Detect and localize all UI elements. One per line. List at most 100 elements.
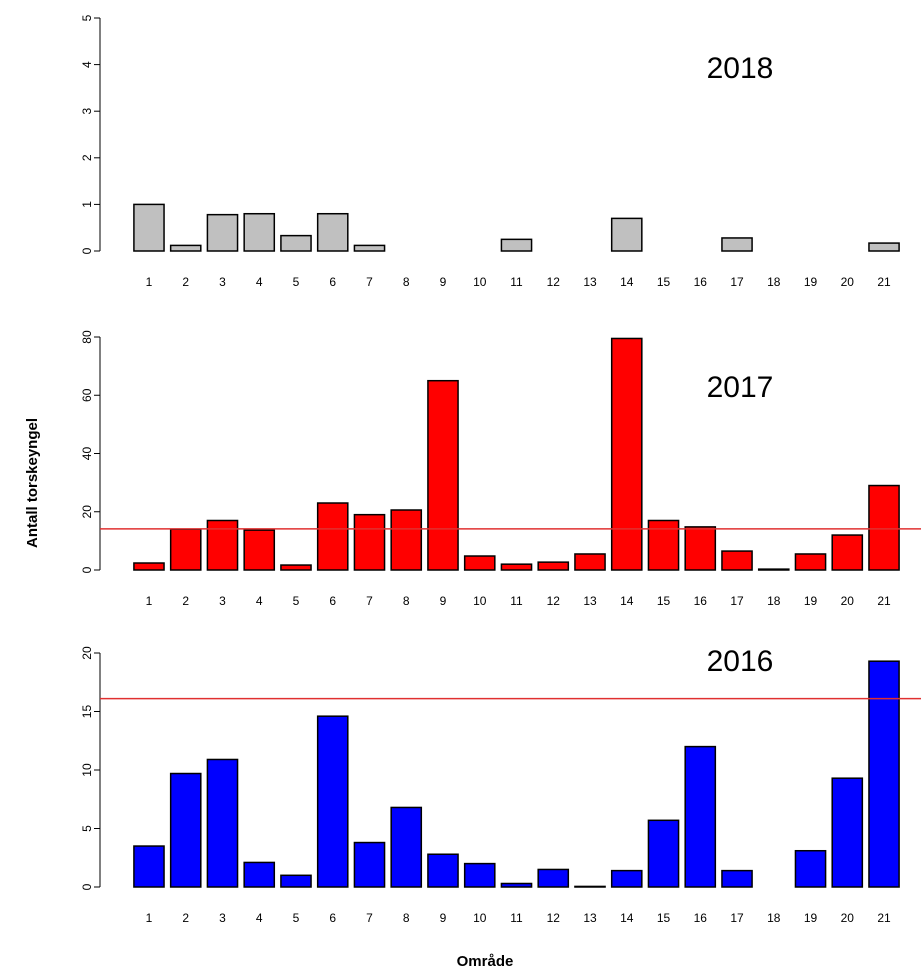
x-tick-label: 7 (366, 275, 373, 289)
y-tick-label: 4 (80, 61, 94, 68)
y-tick-label: 60 (80, 388, 94, 402)
y-tick-label: 80 (80, 330, 94, 344)
bar (280, 874, 312, 888)
x-tick-label: 12 (547, 275, 561, 289)
x-tick-label: 6 (329, 275, 336, 289)
bar (316, 212, 349, 252)
y-tick-label: 5 (80, 825, 94, 832)
x-tick-label: 19 (804, 594, 818, 608)
x-tick-label: 15 (657, 275, 671, 289)
x-tick-label: 3 (219, 275, 226, 289)
bar (390, 509, 423, 571)
bar (721, 237, 753, 252)
x-tick-label: 10 (473, 275, 487, 289)
bar (537, 868, 570, 888)
x-tick-label: 1 (146, 275, 153, 289)
bar (427, 379, 459, 571)
bar (427, 853, 459, 888)
bar (133, 845, 165, 888)
x-tick-label: 13 (583, 275, 597, 289)
bar (169, 528, 202, 571)
x-tick-label: 21 (877, 594, 891, 608)
bar (243, 861, 276, 888)
x-tick-label: 7 (366, 911, 373, 925)
bar (831, 534, 864, 571)
y-axis-label: Antall torskeyngel (24, 418, 41, 548)
x-tick-label: 10 (473, 911, 487, 925)
bar (794, 849, 827, 888)
bar (206, 519, 239, 571)
x-tick-label: 21 (877, 275, 891, 289)
x-tick-label: 10 (473, 594, 487, 608)
x-tick-label: 9 (440, 594, 447, 608)
bar (500, 563, 533, 571)
x-tick-label: 7 (366, 594, 373, 608)
bar (133, 562, 165, 571)
bar (500, 882, 533, 888)
x-tick-label: 8 (403, 275, 410, 289)
x-tick-label: 20 (841, 594, 855, 608)
bar (757, 568, 790, 571)
x-tick-label: 14 (620, 594, 634, 608)
bar (721, 869, 753, 888)
bar (647, 819, 680, 888)
x-tick-label: 2 (182, 594, 189, 608)
bar (353, 513, 386, 571)
x-tick-label: 19 (804, 275, 818, 289)
x-tick-label: 1 (146, 911, 153, 925)
x-tick-label: 4 (256, 275, 263, 289)
bar (206, 213, 239, 252)
panel-title: 2017 (707, 371, 774, 404)
y-tick-label: 0 (80, 566, 94, 573)
y-tick-label: 2 (80, 154, 94, 161)
bar (868, 242, 900, 252)
x-tick-label: 5 (293, 594, 300, 608)
x-tick-label: 13 (583, 911, 597, 925)
x-tick-label: 14 (620, 275, 634, 289)
bar (463, 862, 496, 888)
x-tick-label: 11 (510, 275, 523, 289)
bar (169, 772, 202, 888)
y-tick-label: 1 (80, 201, 94, 208)
bar (684, 745, 717, 888)
bar (133, 203, 165, 252)
bar (206, 758, 239, 888)
x-tick-label: 11 (510, 594, 523, 608)
x-tick-label: 5 (293, 275, 300, 289)
bar (684, 526, 717, 571)
x-tick-label: 4 (256, 911, 263, 925)
x-tick-label: 8 (403, 911, 410, 925)
x-tick-label: 13 (583, 594, 597, 608)
x-tick-label: 2 (182, 911, 189, 925)
x-tick-label: 17 (730, 911, 744, 925)
bar (574, 553, 606, 571)
bar (610, 869, 643, 888)
x-tick-label: 9 (440, 911, 447, 925)
bar (647, 519, 680, 571)
bar (868, 660, 900, 888)
bar (794, 553, 827, 571)
x-tick-label: 17 (730, 275, 744, 289)
bar (868, 484, 900, 571)
x-tick-label: 11 (510, 911, 523, 925)
bar (500, 238, 533, 252)
bar (169, 244, 202, 252)
bar (463, 555, 496, 571)
x-tick-label: 16 (694, 275, 708, 289)
y-tick-label: 20 (80, 505, 94, 519)
x-tick-label: 20 (841, 275, 855, 289)
x-tick-label: 1 (146, 594, 153, 608)
x-tick-label: 12 (547, 911, 561, 925)
bar (721, 550, 753, 571)
x-tick-label: 16 (694, 911, 708, 925)
x-tick-label: 4 (256, 594, 263, 608)
x-tick-label: 19 (804, 911, 818, 925)
x-tick-label: 9 (440, 275, 447, 289)
y-tick-label: 10 (80, 763, 94, 777)
bar (280, 564, 312, 571)
x-tick-label: 5 (293, 911, 300, 925)
bar (316, 502, 349, 571)
y-tick-label: 15 (80, 705, 94, 719)
x-tick-label: 2 (182, 275, 189, 289)
